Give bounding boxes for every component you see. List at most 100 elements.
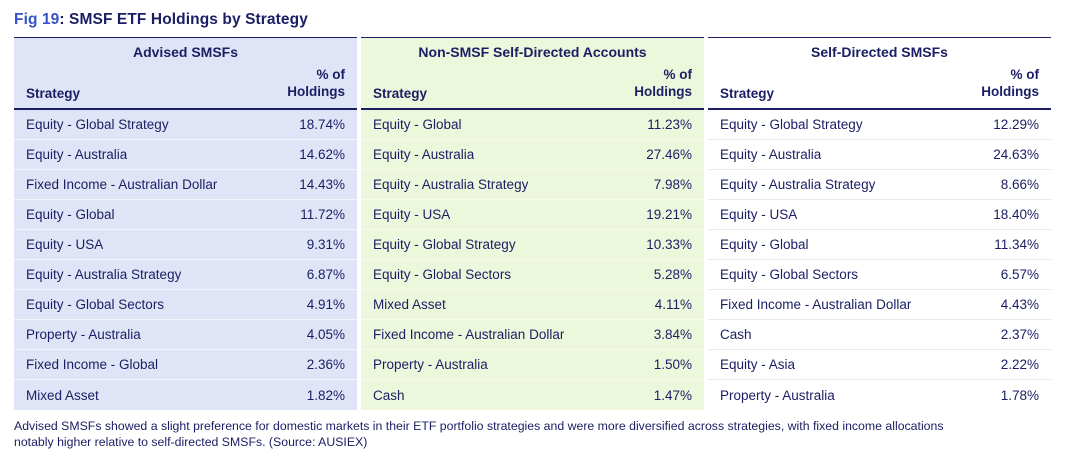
holdings-cell: 6.87% (306, 267, 345, 282)
strategy-cell: Mixed Asset (373, 297, 446, 312)
table-row: Mixed Asset 1.82% (14, 380, 357, 410)
table-row: Property - Australia 1.78% (708, 380, 1051, 410)
column-header-strategy: Strategy (373, 86, 428, 101)
holdings-cell: 6.57% (1000, 267, 1039, 282)
section-advised-smsfs: Advised SMSFs Strategy % of Holdings Equ… (14, 37, 357, 410)
table-row: Property - Australia 1.50% (361, 350, 704, 380)
holdings-cell: 1.47% (653, 387, 692, 403)
holdings-cell: 1.50% (653, 357, 692, 372)
holdings-cell: 11.34% (994, 237, 1039, 252)
strategy-cell: Property - Australia (26, 327, 141, 342)
holdings-cell: 18.74% (299, 117, 345, 132)
strategy-cell: Equity - Global Sectors (720, 267, 859, 282)
holdings-cell: 5.28% (653, 267, 692, 282)
holdings-cell: 3.84% (653, 327, 692, 342)
strategy-cell: Equity - Global Sectors (373, 267, 512, 282)
holdings-cell: 11.23% (647, 117, 692, 132)
section-body: Equity - Global Strategy 12.29% Equity - A… (708, 110, 1051, 410)
holdings-cell: 8.66% (1000, 177, 1039, 192)
column-header-strategy: Strategy (720, 86, 775, 101)
strategy-cell: Equity - Global Sectors (26, 297, 165, 312)
holdings-cell: 24.63% (993, 147, 1039, 162)
holdings-cell: 27.46% (646, 147, 692, 162)
section-self-directed-smsfs: Self-Directed SMSFs Strategy % of Holdin… (708, 37, 1051, 410)
strategy-cell: Equity - Global (26, 207, 115, 222)
column-header-row: Strategy % of Holdings (14, 66, 357, 110)
figure-caption: Advised SMSFs showed a slight preference… (14, 419, 944, 449)
table-row: Fixed Income - Australian Dollar 14.43% (14, 170, 357, 200)
figure-number: Fig 19 (14, 11, 60, 28)
strategy-cell: Equity - Global Strategy (26, 117, 169, 132)
holdings-table: Advised SMSFs Strategy % of Holdings Equ… (14, 37, 1051, 410)
holdings-cell: 1.82% (306, 387, 345, 403)
table-row: Fixed Income - Australian Dollar 3.84% (361, 320, 704, 350)
strategy-cell: Equity - USA (26, 237, 104, 252)
table-row: Cash 2.37% (708, 320, 1051, 350)
strategy-cell: Equity - Australia (26, 147, 128, 162)
section-body: Equity - Global Strategy 18.74% Equity - A… (14, 110, 357, 410)
holdings-cell: 4.05% (306, 327, 345, 342)
strategy-cell: Equity - Australia Strategy (720, 177, 876, 192)
strategy-cell: Cash (720, 327, 752, 342)
table-row: Equity - Global Sectors 6.57% (708, 260, 1051, 290)
strategy-cell: Fixed Income - Australian Dollar (26, 177, 218, 192)
table-row: Mixed Asset 4.11% (361, 290, 704, 320)
column-header-strategy: Strategy (26, 86, 81, 101)
table-row: Property - Australia 4.05% (14, 320, 357, 350)
section-body: Equity - Global 11.23% Equity - Australia 2… (361, 110, 704, 410)
holdings-cell: 2.37% (1000, 327, 1039, 342)
holdings-cell: 14.62% (299, 147, 345, 162)
holdings-cell: 2.22% (1000, 357, 1039, 372)
holdings-cell: 18.40% (993, 207, 1039, 222)
strategy-cell: Equity - Australia Strategy (373, 177, 529, 192)
strategy-cell: Mixed Asset (26, 387, 99, 403)
strategy-cell: Equity - Australia (720, 147, 822, 162)
column-header-holdings: % of Holdings (287, 67, 345, 100)
strategy-cell: Equity - USA (373, 207, 451, 222)
table-row: Equity - Asia 2.22% (708, 350, 1051, 380)
section-header: Self-Directed SMSFs (811, 44, 948, 60)
table-row: Equity - Australia 27.46% (361, 140, 704, 170)
strategy-cell: Equity - Global (720, 237, 809, 252)
holdings-cell: 19.21% (646, 207, 692, 222)
table-row: Equity - Australia 24.63% (708, 140, 1051, 170)
strategy-cell: Equity - Global Strategy (720, 117, 863, 132)
section-header: Non-SMSF Self-Directed Accounts (418, 44, 647, 60)
section-non-smsf-self-directed: Non-SMSF Self-Directed Accounts Strategy… (361, 37, 704, 410)
holdings-cell: 4.11% (654, 297, 692, 312)
table-row: Equity - Australia 14.62% (14, 140, 357, 170)
table-row: Fixed Income - Global 2.36% (14, 350, 357, 380)
table-row: Equity - Australia Strategy 8.66% (708, 170, 1051, 200)
holdings-cell: 4.43% (1000, 297, 1039, 312)
table-row: Equity - USA 18.40% (708, 200, 1051, 230)
column-header-row: Strategy % of Holdings (361, 66, 704, 110)
strategy-cell: Equity - Australia Strategy (26, 267, 182, 282)
holdings-cell: 7.98% (653, 177, 692, 192)
table-row: Equity - USA 19.21% (361, 200, 704, 230)
strategy-cell: Equity - Global (373, 117, 462, 132)
table-row: Equity - Global 11.23% (361, 110, 704, 140)
strategy-cell: Equity - USA (720, 207, 798, 222)
strategy-cell: Property - Australia (720, 387, 835, 403)
holdings-cell: 2.36% (306, 357, 345, 372)
table-row: Equity - Global 11.34% (708, 230, 1051, 260)
table-row: Cash 1.47% (361, 380, 704, 410)
holdings-cell: 14.43% (299, 177, 345, 192)
table-row: Equity - Global 11.72% (14, 200, 357, 230)
holdings-cell: 1.78% (1000, 387, 1039, 403)
holdings-cell: 11.72% (300, 207, 345, 222)
strategy-cell: Cash (373, 387, 405, 403)
strategy-cell: Equity - Australia (373, 147, 475, 162)
table-row: Fixed Income - Australian Dollar 4.43% (708, 290, 1051, 320)
table-row: Equity - Global Sectors 5.28% (361, 260, 704, 290)
strategy-cell: Equity - Asia (720, 357, 796, 372)
figure-title: Fig 19: SMSF ETF Holdings by Strategy (14, 11, 1057, 29)
column-header-row: Strategy % of Holdings (708, 66, 1051, 110)
column-header-holdings: % of Holdings (981, 67, 1039, 100)
table-row: Equity - Australia Strategy 6.87% (14, 260, 357, 290)
holdings-cell: 10.33% (646, 237, 692, 252)
strategy-cell: Fixed Income - Australian Dollar (720, 297, 912, 312)
column-header-holdings: % of Holdings (634, 67, 692, 100)
holdings-cell: 9.31% (306, 237, 345, 252)
holdings-cell: 12.29% (993, 117, 1039, 132)
